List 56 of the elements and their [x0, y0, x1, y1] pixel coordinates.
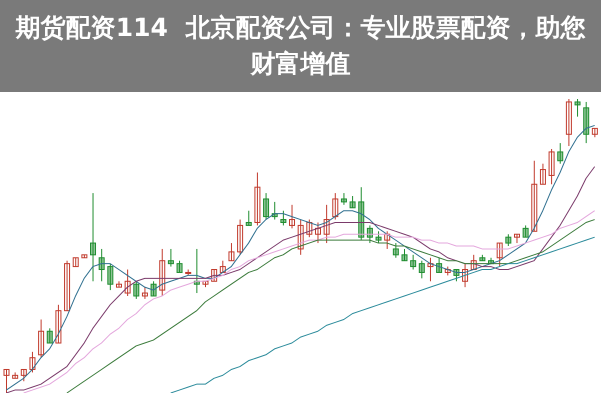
candlestick — [46, 328, 53, 344]
candlestick — [55, 304, 62, 344]
candlestick — [332, 192, 338, 220]
chart-title: 期货配资114 北京配资公司：专业股票配资，助您财富增值 — [14, 12, 586, 80]
candlestick — [133, 280, 140, 300]
candlestick — [557, 142, 564, 164]
candlestick — [64, 260, 70, 312]
candlestick — [496, 242, 503, 268]
candlestick — [124, 269, 131, 296]
candlestick — [246, 210, 252, 226]
candlestick — [176, 260, 183, 273]
candlestick — [548, 148, 555, 185]
candlestick — [566, 99, 572, 147]
candlestick — [314, 222, 321, 244]
candlestick — [470, 254, 477, 270]
candlestick — [340, 192, 347, 206]
candlestick — [402, 248, 408, 262]
candlestick — [350, 196, 356, 208]
candlestick — [376, 230, 382, 244]
candlestick — [531, 160, 538, 232]
candlestick — [150, 280, 157, 296]
candlestick — [168, 248, 174, 268]
candlestick — [384, 230, 390, 250]
candlestick — [505, 234, 512, 246]
candlestick — [289, 204, 296, 229]
candlestick — [20, 368, 27, 382]
candlestick — [98, 248, 105, 282]
candlestick — [479, 254, 486, 262]
candlestick — [418, 260, 425, 279]
candlestick — [220, 260, 226, 273]
candlestick — [583, 101, 590, 144]
candlestick — [159, 248, 166, 296]
candlestick — [237, 219, 244, 256]
candlestick — [298, 219, 304, 256]
candlestick — [107, 263, 114, 291]
candlestick — [4, 368, 10, 393]
candlestick — [522, 224, 529, 238]
candlestick — [29, 351, 36, 373]
candlestick — [263, 192, 270, 220]
candlestick — [228, 242, 234, 262]
candlestick — [324, 204, 330, 244]
candlestick — [574, 99, 581, 118]
candlestick — [410, 254, 416, 270]
candlestick — [358, 186, 364, 241]
candlestick — [38, 319, 44, 358]
candlestick — [427, 257, 434, 282]
candlestick — [306, 219, 312, 238]
candlestick — [90, 192, 96, 282]
candlestick — [211, 269, 218, 282]
candlestick — [392, 242, 399, 258]
candlestick — [540, 163, 546, 185]
candlestick — [142, 286, 148, 300]
candlestick — [280, 210, 286, 226]
candlestick — [254, 172, 260, 226]
candlestick — [436, 257, 442, 273]
candlestick — [462, 263, 468, 288]
